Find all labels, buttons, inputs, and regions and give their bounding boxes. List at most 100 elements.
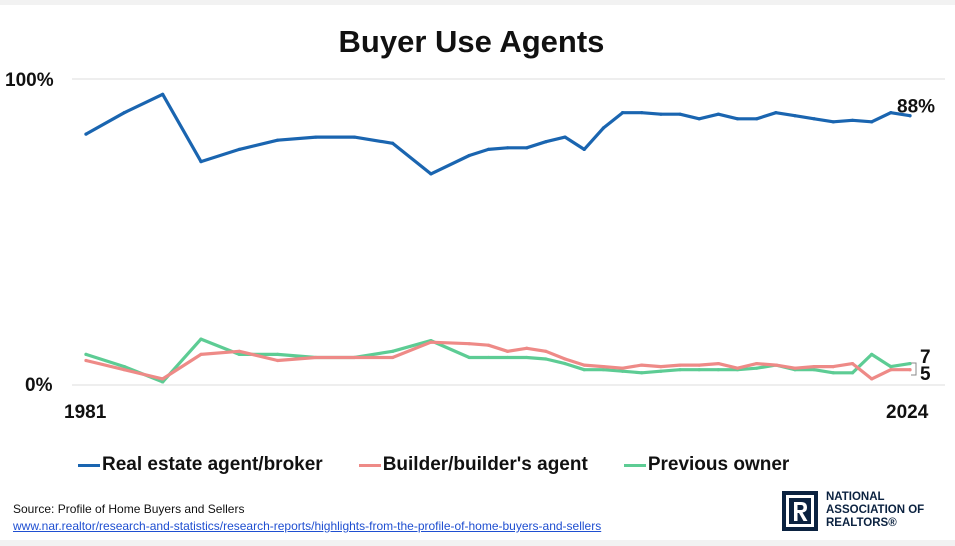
point-agent: [563, 135, 567, 139]
point-builder: [870, 377, 874, 381]
end-label-builder: 5: [920, 364, 931, 385]
point-previous-owner: [122, 365, 126, 369]
point-agent: [122, 111, 126, 115]
point-previous-owner: [697, 368, 701, 372]
point-previous-owner: [161, 380, 165, 384]
logo-line-1: NATIONAL: [826, 491, 885, 503]
point-builder: [505, 349, 510, 353]
point-previous-owner: [601, 368, 605, 372]
series-line-agent: [84, 92, 912, 176]
point-agent: [314, 135, 318, 139]
point-previous-owner: [640, 371, 644, 375]
point-builder: [525, 346, 529, 350]
point-agent: [505, 146, 510, 150]
y-tick-label-bottom: 0%: [25, 375, 53, 396]
point-builder: [793, 366, 797, 370]
logo-text: NATIONAL ASSOCIATION OF REALTORS®: [826, 491, 948, 530]
point-builder: [582, 363, 586, 367]
point-builder: [314, 355, 318, 360]
point-builder: [620, 366, 625, 370]
point-agent: [716, 112, 720, 116]
point-agent: [276, 138, 280, 142]
point-builder: [601, 365, 605, 369]
point-builder: [697, 363, 701, 367]
end-label-agent: 88%: [897, 97, 935, 118]
point-builder: [908, 368, 912, 372]
point-builder: [735, 366, 740, 370]
y-tick-label-top: 100%: [5, 70, 54, 91]
point-builder: [429, 340, 433, 344]
point-agent: [831, 120, 835, 124]
point-agent: [697, 117, 701, 121]
point-builder: [199, 352, 203, 356]
top-band: [0, 0, 955, 5]
point-agent: [640, 111, 644, 115]
source-link[interactable]: www.nar.realtor/research-and-statistics/…: [13, 519, 602, 533]
point-builder: [755, 361, 759, 366]
point-agent: [812, 117, 816, 121]
legend-label-previous-owner: Previous owner: [647, 454, 790, 475]
legend-item-builder: Builder/builder's agent: [358, 454, 588, 476]
series-line-previous-owner: [84, 337, 912, 384]
point-builder: [774, 363, 778, 367]
point-previous-owner: [889, 365, 893, 369]
point-previous-owner: [908, 361, 912, 366]
point-agent: [582, 147, 586, 151]
point-builder: [391, 355, 395, 360]
point-agent: [161, 92, 165, 96]
legend-swatch-previous-owner: [623, 463, 646, 467]
point-agent: [735, 117, 740, 121]
point-agent: [84, 132, 88, 136]
point-previous-owner: [831, 371, 835, 375]
line-chart: 100% 0% 1981 2024 88% 75: [5, 70, 945, 423]
point-previous-owner: [678, 368, 682, 372]
point-previous-owner: [582, 368, 586, 372]
point-builder: [831, 365, 835, 369]
point-previous-owner: [84, 352, 88, 356]
point-agent: [352, 135, 356, 139]
legend-item-agent: Real estate agent/broker: [78, 454, 323, 476]
legend-label-agent: Real estate agent/broker: [102, 454, 323, 475]
point-agent: [889, 111, 893, 115]
legend-swatch-builder: [358, 463, 381, 467]
point-previous-owner: [563, 361, 567, 366]
point-previous-owner: [486, 355, 491, 360]
point-previous-owner: [467, 355, 471, 360]
point-builder: [467, 342, 471, 346]
point-agent: [601, 126, 605, 130]
point-agent: [908, 114, 912, 118]
legend-label-builder: Builder/builder's agent: [382, 454, 588, 475]
x-tick-label-start: 1981: [64, 402, 107, 423]
point-agent: [199, 160, 203, 164]
series-line-builder: [84, 340, 912, 381]
point-previous-owner: [812, 368, 816, 372]
chart-legend: Real estate agent/broker Builder/builder…: [78, 452, 938, 478]
point-previous-owner: [620, 369, 625, 373]
logo-line-2: ASSOCIATION OF: [826, 504, 925, 516]
source-text: Source: Profile of Home Buyers and Selle…: [13, 502, 245, 516]
point-previous-owner: [659, 369, 663, 373]
point-builder: [716, 361, 720, 366]
point-builder: [544, 349, 548, 353]
point-builder: [161, 377, 165, 381]
end-label-previous-owner: 7: [920, 347, 931, 368]
point-agent: [391, 141, 395, 145]
logo-line-3: REALTORS®: [826, 517, 897, 529]
point-agent: [870, 120, 874, 124]
point-agent: [429, 172, 433, 176]
point-builder: [122, 368, 126, 372]
point-agent: [850, 118, 855, 122]
point-agent: [544, 140, 548, 144]
chart-title: Buyer Use Agents: [338, 24, 605, 59]
point-previous-owner: [716, 368, 720, 372]
point-builder: [486, 343, 491, 347]
point-agent: [525, 146, 529, 150]
legend-item-previous-owner: Previous owner: [623, 454, 790, 476]
point-previous-owner: [237, 352, 241, 356]
point-agent: [678, 112, 682, 116]
point-previous-owner: [199, 337, 203, 341]
point-previous-owner: [276, 352, 280, 356]
point-previous-owner: [505, 355, 510, 360]
point-previous-owner: [850, 371, 855, 375]
point-builder: [640, 363, 644, 367]
